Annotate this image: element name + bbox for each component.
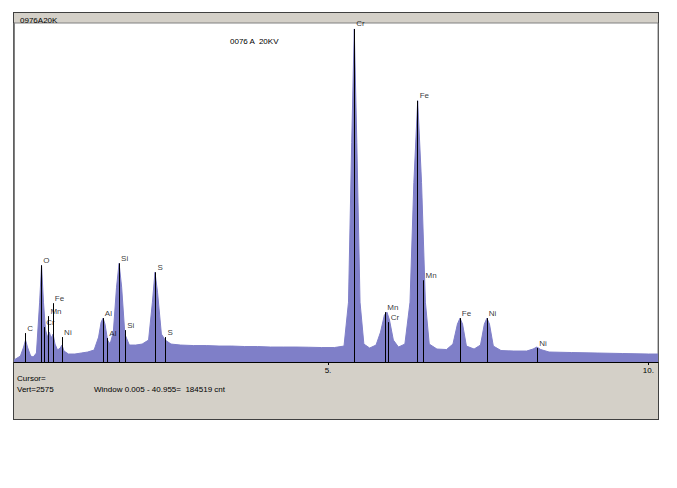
svg-text:Al: Al <box>105 309 112 318</box>
svg-text:0076 A 20KV: 0076 A 20KV <box>230 37 279 46</box>
svg-text:Ni: Ni <box>539 339 547 348</box>
svg-text:Cr: Cr <box>391 313 400 322</box>
svg-text:S: S <box>167 328 172 337</box>
svg-text:S: S <box>157 263 162 272</box>
svg-text:5.: 5. <box>325 366 332 375</box>
svg-text:Window 0.005 - 40.955= 184519: Window 0.005 - 40.955= 184519 cnt <box>94 385 226 394</box>
svg-text:Al: Al <box>109 329 116 338</box>
svg-text:Ni: Ni <box>489 309 497 318</box>
svg-text:Ni: Ni <box>64 328 72 337</box>
svg-text:0976A20K: 0976A20K <box>20 16 58 25</box>
svg-text:C: C <box>27 324 33 333</box>
svg-text:Cursor=: Cursor= <box>17 374 46 383</box>
svg-text:Cr: Cr <box>46 317 55 327</box>
svg-text:Mn: Mn <box>425 271 436 280</box>
svg-text:10.: 10. <box>643 366 654 375</box>
svg-text:Vert=2575: Vert=2575 <box>17 385 54 394</box>
svg-text:Fe: Fe <box>55 294 65 303</box>
svg-text:Fe: Fe <box>420 91 430 100</box>
svg-text:Si: Si <box>127 321 134 330</box>
svg-text:Mn: Mn <box>387 303 398 312</box>
svg-text:Mn: Mn <box>50 307 61 316</box>
svg-text:Si: Si <box>121 254 128 263</box>
svg-text:Fe: Fe <box>462 309 472 318</box>
svg-text:O: O <box>43 256 49 265</box>
svg-text:Cr: Cr <box>356 19 365 28</box>
